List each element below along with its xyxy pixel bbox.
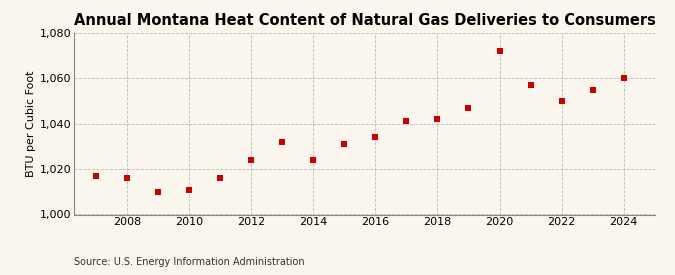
Point [153,189,163,194]
Point [556,99,567,103]
Point [587,87,598,92]
Point [122,176,132,180]
Point [494,49,505,53]
Point [525,83,536,87]
Point [432,117,443,121]
Text: Source: U.S. Energy Information Administration: Source: U.S. Energy Information Administ… [74,257,305,267]
Point [184,187,194,192]
Point [370,135,381,139]
Y-axis label: BTU per Cubic Foot: BTU per Cubic Foot [26,70,36,177]
Title: Annual Montana Heat Content of Natural Gas Deliveries to Consumers: Annual Montana Heat Content of Natural G… [74,13,655,28]
Point [277,140,288,144]
Point [401,119,412,124]
Point [308,158,319,162]
Point [90,174,101,178]
Point [618,76,629,81]
Point [339,142,350,146]
Point [215,176,225,180]
Point [246,158,256,162]
Point [463,106,474,110]
